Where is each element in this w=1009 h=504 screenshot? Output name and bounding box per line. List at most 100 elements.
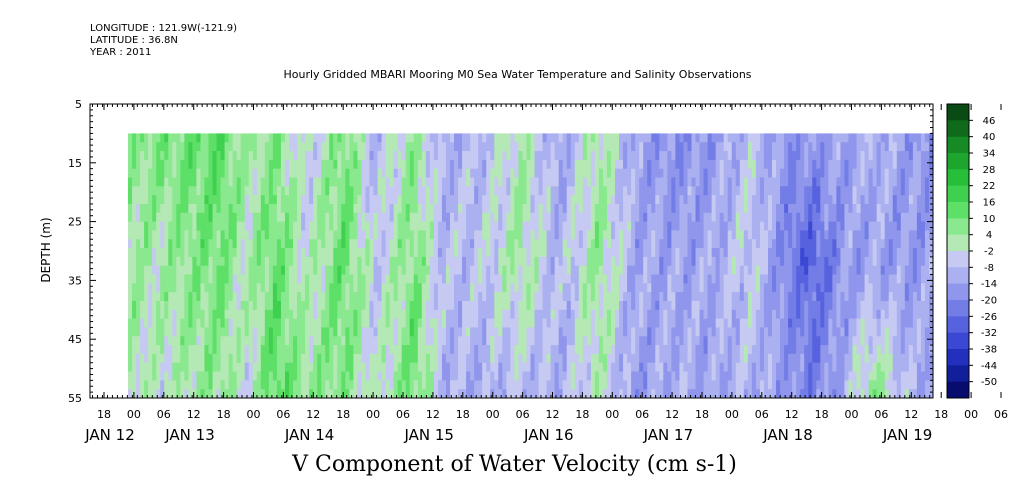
heatmap-cell [474, 380, 479, 390]
heatmap-cell [546, 186, 552, 196]
heatmap-cell [735, 248, 741, 258]
heatmap-cell [784, 353, 789, 364]
heatmap-cell [546, 256, 552, 267]
heatmap-cell [458, 309, 463, 320]
heatmap-cell [164, 362, 169, 373]
heatmap-cell [192, 151, 197, 161]
heatmap-cell [731, 195, 737, 205]
heatmap-cell [546, 230, 552, 240]
heatmap-cell [735, 221, 741, 231]
heatmap-cell [675, 195, 680, 205]
heatmap-cell [144, 212, 149, 223]
heatmap-cell [337, 318, 342, 328]
heatmap-cell [687, 274, 693, 284]
heatmap-cell [136, 336, 141, 346]
heatmap-cell [433, 389, 439, 399]
heatmap-cell [445, 389, 451, 399]
heatmap-cell [772, 248, 777, 258]
heatmap-cell [707, 283, 713, 293]
heatmap-cell [514, 186, 519, 196]
heatmap-cell [538, 186, 544, 196]
heatmap-cell [176, 195, 181, 205]
heatmap-cell [611, 309, 616, 320]
heatmap-cell [611, 203, 616, 214]
heatmap-cell [160, 159, 165, 170]
heatmap-cell [691, 274, 697, 284]
heatmap-cell [200, 151, 205, 161]
heatmap-cell [623, 186, 628, 196]
heatmap-cell [466, 309, 471, 320]
heatmap-cell [619, 256, 624, 267]
heatmap-cell [582, 283, 588, 293]
heatmap-cell [397, 133, 403, 143]
heatmap-cell [297, 300, 302, 311]
heatmap-cell [466, 230, 471, 240]
heatmap-cell [458, 177, 463, 187]
heatmap-cell [719, 230, 725, 240]
heatmap-cell [180, 380, 185, 390]
heatmap-cell [707, 345, 713, 355]
heatmap-cell [667, 221, 672, 231]
heatmap-cell [695, 159, 701, 170]
heatmap-cell [301, 327, 306, 337]
heatmap-cell [385, 345, 391, 355]
heatmap-cell [236, 159, 242, 170]
heatmap-cell [345, 318, 350, 328]
heatmap-cell [534, 292, 540, 302]
heatmap-cell [474, 318, 479, 328]
heatmap-cell [606, 168, 612, 178]
heatmap-cell [333, 177, 338, 187]
heatmap-cell [538, 195, 544, 205]
heatmap-cell [337, 221, 342, 231]
heatmap-cell [333, 265, 338, 276]
heatmap-cell [478, 371, 483, 381]
heatmap-cell [297, 221, 302, 231]
heatmap-cell [136, 327, 141, 337]
heatmap-cell [667, 168, 672, 178]
heatmap-cell [425, 256, 431, 267]
heatmap-cell [494, 274, 499, 284]
heatmap-cell [437, 212, 443, 223]
heatmap-cell [494, 353, 499, 364]
heatmap-cell [357, 265, 362, 276]
heatmap-cell [776, 362, 781, 373]
heatmap-cell [224, 309, 230, 320]
heatmap-cell [767, 256, 773, 267]
heatmap-cell [337, 274, 342, 284]
heatmap-cell [776, 177, 781, 187]
heatmap-cell [478, 274, 483, 284]
heatmap-cell [703, 380, 709, 390]
heatmap-cell [639, 142, 644, 152]
heatmap-cell [188, 133, 193, 143]
heatmap-cell [687, 300, 693, 311]
heatmap-cell [264, 318, 270, 328]
heatmap-cell [180, 318, 185, 328]
heatmap-cell [361, 177, 366, 187]
heatmap-cell [776, 256, 781, 267]
heatmap-cell [385, 168, 391, 178]
heatmap-cell [216, 265, 222, 276]
heatmap-cell [160, 292, 165, 302]
heatmap-cell [546, 151, 552, 161]
heatmap-cell [445, 203, 451, 214]
heatmap-cell [397, 168, 403, 178]
heatmap-cell [683, 389, 688, 399]
heatmap-cell [377, 380, 383, 390]
heatmap-cell [160, 345, 165, 355]
heatmap-cell [248, 274, 254, 284]
heatmap-cell [534, 195, 540, 205]
heatmap-cell [602, 336, 608, 346]
heatmap-cell [562, 195, 568, 205]
heatmap-cell [546, 371, 552, 381]
heatmap-cell [522, 327, 527, 337]
heatmap-cell [582, 362, 588, 373]
heatmap-cell [301, 203, 306, 214]
heatmap-cell [743, 212, 749, 223]
heatmap-cell [792, 221, 797, 231]
heatmap-cell [655, 336, 660, 346]
heatmap-cell [755, 248, 761, 258]
heatmap-cell [538, 336, 544, 346]
heatmap-cell [216, 353, 222, 364]
heatmap-cell [534, 239, 540, 249]
heatmap-cell [385, 239, 391, 249]
